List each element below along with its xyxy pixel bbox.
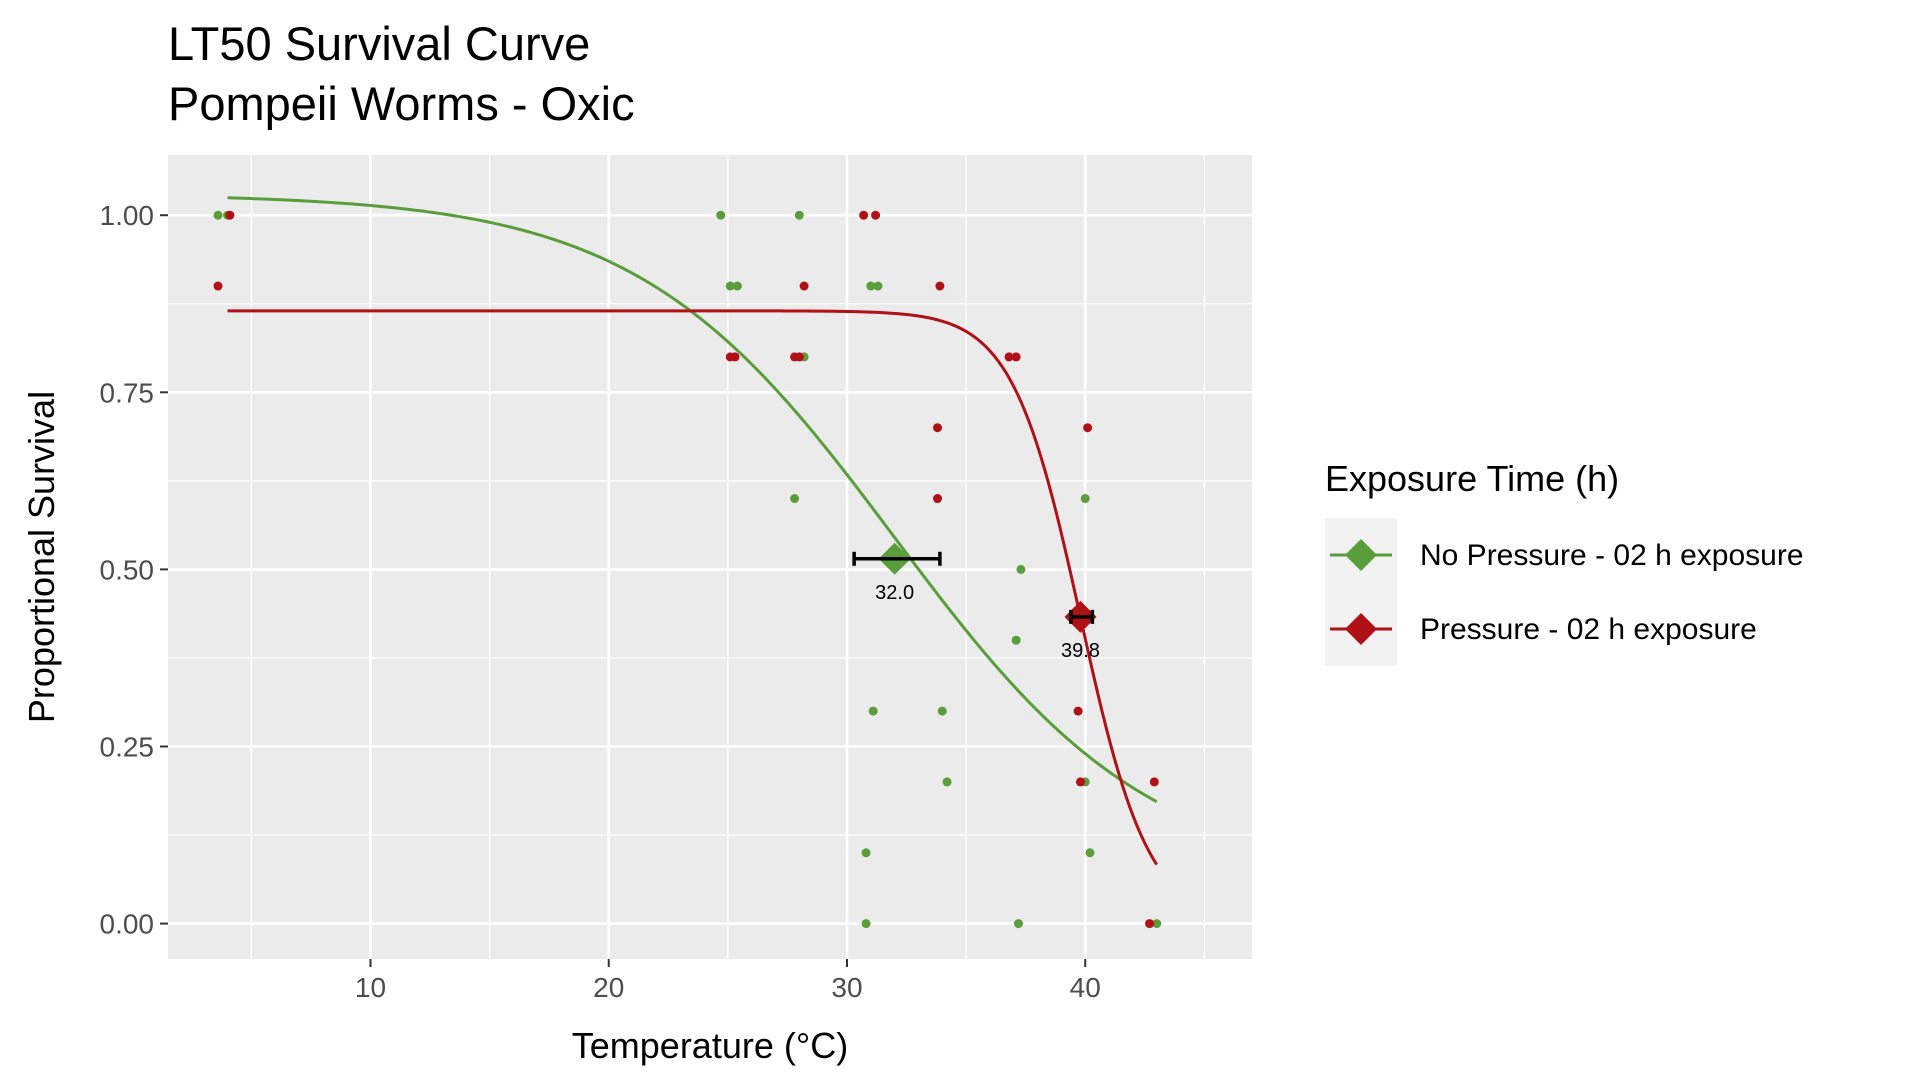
axes: 10 20 30 40 0.00 0.25 0.50 0.75 1.00 <box>100 200 1101 1003</box>
data-point <box>732 281 742 291</box>
data-point <box>868 706 878 716</box>
y-axis-title: Proportional Survival <box>21 391 62 723</box>
data-point <box>1085 848 1095 858</box>
legend-key-diamond <box>1345 613 1377 645</box>
data-point <box>790 494 800 504</box>
chart-subtitle: Pompeii Worms - Oxic <box>168 77 635 130</box>
y-tick-label: 0.00 <box>100 909 155 940</box>
legend-label: Pressure - 02 h exposure <box>1420 613 1757 646</box>
data-point <box>794 352 804 362</box>
data-points <box>213 210 1162 929</box>
legend-label: No Pressure - 02 h exposure <box>1420 539 1804 572</box>
data-point <box>1011 635 1021 645</box>
plot-panel <box>168 155 1252 959</box>
data-point <box>1073 706 1083 716</box>
data-point <box>935 281 945 291</box>
lt50-value-label: 32.0 <box>875 582 914 604</box>
data-point <box>871 210 881 220</box>
data-point <box>1014 919 1024 929</box>
lt50-markers: 32.0 39.8 <box>852 542 1100 662</box>
x-tick-label: 20 <box>593 972 624 1003</box>
data-point <box>1145 919 1155 929</box>
data-point <box>1075 777 1085 787</box>
y-tick-label: 1.00 <box>100 200 155 231</box>
data-point <box>1083 423 1093 433</box>
y-tick-label: 0.75 <box>100 377 155 408</box>
data-point <box>933 423 943 433</box>
data-point <box>794 210 804 220</box>
data-point <box>859 210 869 220</box>
gridlines <box>168 155 1252 959</box>
data-point <box>1152 919 1162 929</box>
data-point <box>725 281 735 291</box>
chart-title: LT50 Survival Curve <box>168 17 590 70</box>
x-axis-title: Temperature (°C) <box>572 1025 848 1066</box>
legend-key-diamond <box>1345 539 1377 571</box>
data-point <box>1011 352 1021 362</box>
data-point <box>1149 777 1159 787</box>
data-point <box>1080 494 1090 504</box>
y-tick-label: 0.25 <box>100 731 155 762</box>
x-tick-label: 10 <box>355 972 386 1003</box>
y-tick-label: 0.50 <box>100 554 155 585</box>
fitted-curve <box>227 309 1158 866</box>
data-point <box>1004 352 1014 362</box>
data-point <box>861 919 871 929</box>
x-tick-label: 40 <box>1070 972 1101 1003</box>
lt50-value-label: 39.8 <box>1061 640 1100 662</box>
data-point <box>873 281 883 291</box>
x-tick-label: 30 <box>831 972 862 1003</box>
data-point <box>861 848 871 858</box>
legend-title: Exposure Time (h) <box>1325 458 1619 499</box>
data-point <box>716 210 726 220</box>
data-point <box>213 210 223 220</box>
fitted-curves <box>227 196 1158 866</box>
data-point <box>213 281 223 291</box>
data-point <box>730 352 740 362</box>
data-point <box>866 281 876 291</box>
data-point <box>1016 564 1026 574</box>
data-point <box>937 706 947 716</box>
data-point <box>799 281 809 291</box>
plot-panel-background <box>168 155 1252 959</box>
data-point <box>933 494 943 504</box>
legend: Exposure Time (h) No Pressure - 02 h exp… <box>1325 458 1804 666</box>
data-point <box>942 777 952 787</box>
data-point <box>225 210 235 220</box>
